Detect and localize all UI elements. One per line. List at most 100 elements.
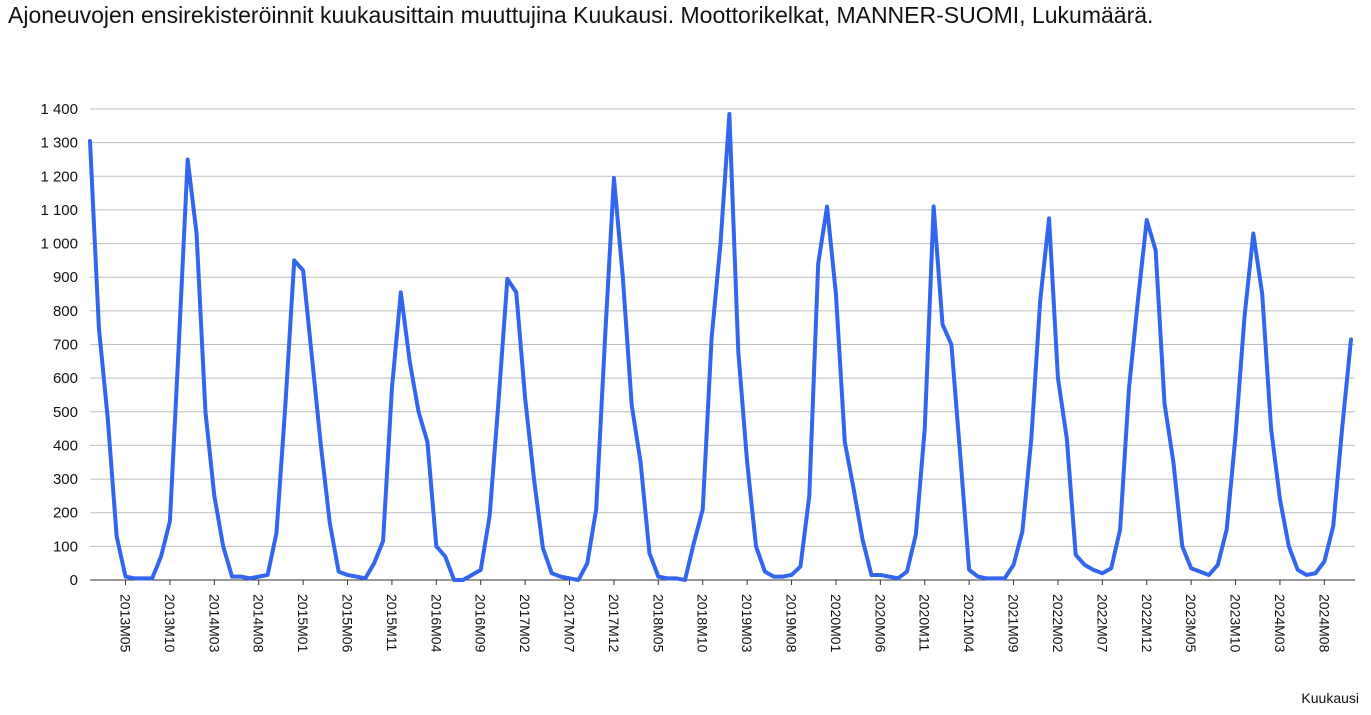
- data-point: [186, 157, 190, 161]
- x-tick-label: 2014M03: [206, 594, 222, 653]
- data-point: [1038, 299, 1042, 303]
- data-point: [630, 403, 634, 407]
- data-point: [1278, 497, 1282, 501]
- data-point: [736, 349, 740, 353]
- data-point: [248, 576, 252, 580]
- x-axis-ticks: 2013M05 2013M10 2014M03 2014M08 2015M01 2015M…: [118, 580, 1332, 653]
- data-point: [1242, 316, 1246, 320]
- y-tick-label: 1 300: [40, 135, 78, 152]
- data-point: [949, 343, 953, 347]
- data-point: [576, 578, 580, 582]
- data-point: [994, 576, 998, 580]
- data-point: [292, 258, 296, 262]
- data-point: [346, 573, 350, 577]
- data-point: [124, 575, 128, 579]
- x-tick-label: 2017M07: [562, 594, 578, 653]
- x-tick-label: 2013M05: [118, 594, 134, 653]
- data-point: [1260, 292, 1264, 296]
- data-point: [621, 275, 625, 279]
- data-point: [106, 417, 110, 421]
- data-point: [674, 576, 678, 580]
- data-point: [1269, 427, 1273, 431]
- data-point: [603, 336, 607, 340]
- data-point: [1127, 386, 1131, 390]
- y-tick-label: 800: [53, 303, 78, 320]
- data-point: [425, 440, 429, 444]
- data-point: [701, 507, 705, 511]
- data-point: [496, 400, 500, 404]
- data-point: [612, 176, 616, 180]
- data-point: [1322, 560, 1326, 564]
- x-tick-label: 2017M12: [606, 594, 622, 653]
- y-axis-ticks: 0 100 200 300 400 500 600 700 800 900 1 000 1 100 1 …: [40, 101, 78, 589]
- x-tick-label: 2020M11: [917, 594, 933, 652]
- data-point: [1109, 566, 1113, 570]
- data-point: [505, 277, 509, 281]
- y-tick-label: 200: [53, 505, 78, 522]
- data-point: [230, 575, 234, 579]
- data-point: [532, 477, 536, 481]
- x-tick-label: 2024M03: [1272, 594, 1288, 653]
- data-point: [239, 575, 243, 579]
- data-point: [115, 534, 119, 538]
- y-tick-label: 400: [53, 437, 78, 454]
- y-tick-label: 0: [70, 572, 78, 589]
- data-point: [319, 443, 323, 447]
- y-tick-label: 500: [53, 404, 78, 421]
- data-point: [790, 573, 794, 577]
- x-tick-label: 2019M08: [784, 594, 800, 653]
- data-point: [1056, 376, 1060, 380]
- data-point: [585, 561, 589, 565]
- data-point: [692, 541, 696, 545]
- data-point: [195, 231, 199, 235]
- data-point: [781, 575, 785, 579]
- y-tick-label: 300: [53, 471, 78, 488]
- data-point: [559, 575, 563, 579]
- y-tick-label: 1 200: [40, 168, 78, 185]
- data-point: [328, 521, 332, 525]
- data-point: [1083, 563, 1087, 567]
- data-point: [941, 322, 945, 326]
- data-point: [1065, 437, 1069, 441]
- y-tick-label: 700: [53, 337, 78, 354]
- data-point: [710, 336, 714, 340]
- data-point: [852, 487, 856, 491]
- y-tick-label: 1 000: [40, 236, 78, 253]
- data-point: [1331, 524, 1335, 528]
- data-point: [452, 578, 456, 582]
- x-tick-label: 2023M05: [1183, 594, 1199, 653]
- data-point: [1198, 570, 1202, 574]
- data-point: [266, 573, 270, 577]
- data-point: [1163, 401, 1167, 405]
- data-point: [807, 494, 811, 498]
- data-point: [816, 262, 820, 266]
- data-point: [434, 544, 438, 548]
- data-point: [1287, 544, 1291, 548]
- data-point: [896, 576, 900, 580]
- data-point: [257, 575, 261, 579]
- data-point: [568, 576, 572, 580]
- x-tick-label: 2014M08: [251, 594, 267, 653]
- data-point: [834, 292, 838, 296]
- data-point: [541, 546, 545, 550]
- data-point: [665, 576, 669, 580]
- data-point: [1305, 573, 1309, 577]
- data-point: [390, 386, 394, 390]
- data-point: [985, 576, 989, 580]
- y-tick-label: 600: [53, 370, 78, 387]
- data-point: [958, 454, 962, 458]
- data-point: [363, 576, 367, 580]
- data-point: [132, 576, 136, 580]
- y-tick-label: 100: [53, 538, 78, 555]
- data-point: [1029, 437, 1033, 441]
- data-point: [1171, 460, 1175, 464]
- data-point: [639, 460, 643, 464]
- x-tick-label: 2015M11: [384, 594, 400, 652]
- data-point: [727, 112, 731, 116]
- data-point: [141, 576, 145, 580]
- data-point: [1012, 563, 1016, 567]
- data-point: [523, 396, 527, 400]
- data-point: [1216, 563, 1220, 567]
- x-tick-label: 2022M07: [1094, 594, 1110, 653]
- data-point: [1180, 544, 1184, 548]
